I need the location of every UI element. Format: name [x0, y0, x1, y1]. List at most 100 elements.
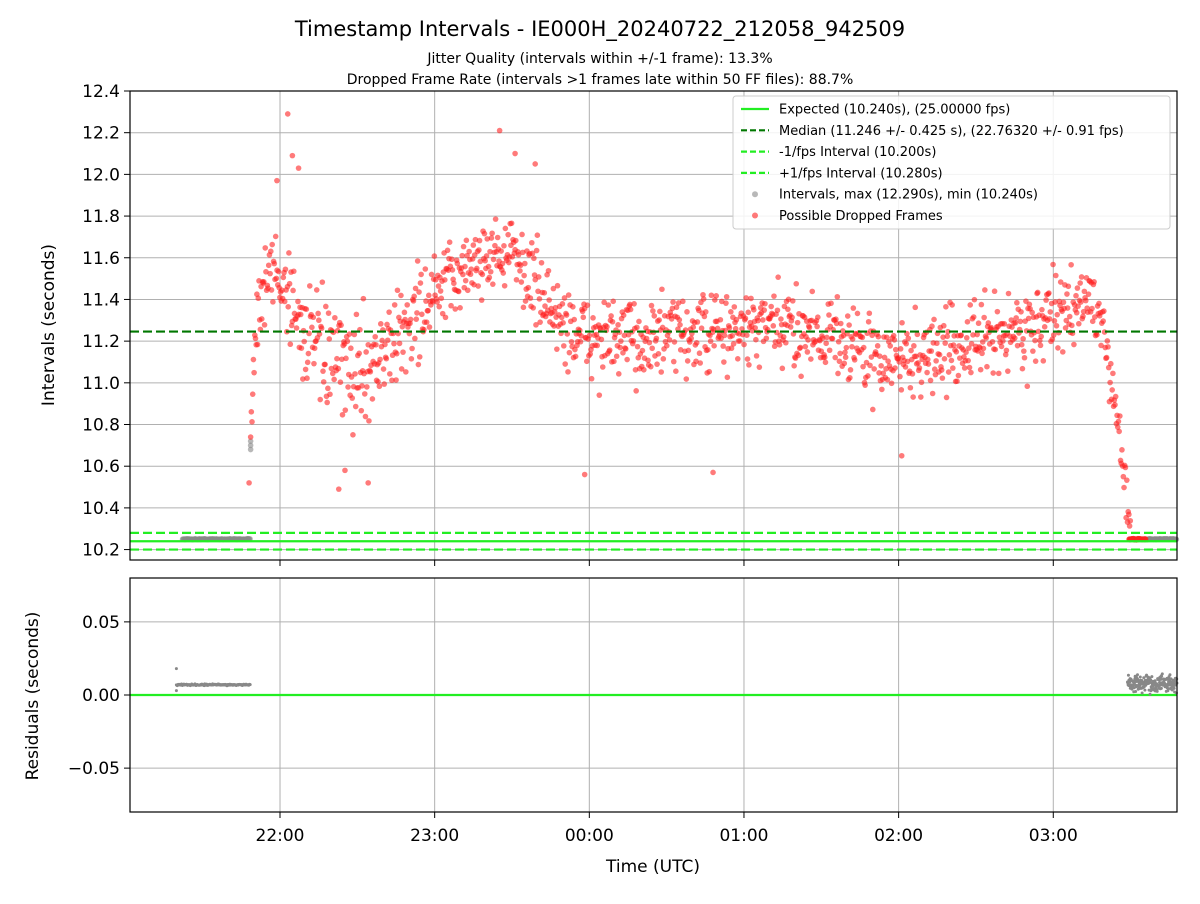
dropped-frame-point — [432, 276, 439, 283]
dropped-frame-point — [313, 287, 320, 293]
dropped-frame-point — [779, 365, 786, 372]
dropped-frame-point — [1066, 313, 1073, 320]
dropped-frame-point — [401, 309, 408, 316]
dropped-frame-point — [1077, 280, 1083, 286]
dropped-frame-point — [789, 298, 796, 304]
dropped-frame-point — [1064, 291, 1070, 297]
dropped-frame-point — [295, 165, 302, 171]
intervals-y-tick-label: 11.4 — [82, 290, 120, 310]
dropped-frame-point — [345, 384, 351, 390]
legend-label: -1/fps Interval (10.200s) — [779, 145, 936, 160]
dropped-frame-point — [398, 366, 405, 372]
dropped-frame-point — [1069, 322, 1075, 329]
dropped-frame-point — [860, 344, 867, 351]
dropped-frame-point — [721, 359, 727, 365]
dropped-frame-point — [565, 292, 572, 298]
dropped-frame-point — [670, 299, 676, 305]
dropped-frame-point — [437, 288, 444, 294]
dropped-frame-point — [489, 230, 495, 237]
dropped-frame-point — [542, 303, 548, 309]
dropped-frame-point — [436, 303, 443, 310]
dropped-frame-point — [268, 287, 275, 293]
dropped-frame-point — [750, 307, 757, 313]
dropped-frame-point — [416, 354, 423, 360]
dropped-frame-point — [587, 351, 594, 357]
residual-point — [1145, 673, 1149, 677]
dropped-frame-point — [522, 298, 529, 304]
dropped-frame-point — [780, 334, 787, 340]
dropped-frame-point — [940, 334, 946, 340]
dropped-frame-point — [389, 377, 395, 384]
dropped-frame-point — [528, 239, 535, 246]
dropped-frame-point — [609, 318, 616, 325]
dropped-frame-point — [710, 326, 717, 332]
dropped-frame-point — [929, 390, 936, 397]
dropped-frame-point — [376, 383, 383, 390]
dropped-frame-point — [815, 314, 821, 321]
residual-point — [1159, 686, 1163, 690]
residuals-y-tick-label: 0.00 — [82, 686, 120, 706]
dropped-frame-point — [1060, 299, 1067, 306]
dropped-frame-point — [1071, 341, 1077, 348]
dropped-frame-point — [262, 245, 269, 251]
dropped-frame-point — [946, 352, 953, 358]
dropped-frame-point — [902, 364, 909, 370]
dropped-frame-point — [734, 356, 741, 362]
dropped-frame-point — [537, 319, 543, 325]
residual-point — [1160, 674, 1164, 678]
dropped-frame-point — [881, 354, 888, 361]
dropped-frame-point — [506, 259, 512, 266]
dropped-frame-point — [532, 161, 538, 167]
dropped-frame-point — [964, 319, 971, 325]
dropped-frame-point — [1112, 402, 1118, 408]
residual-point — [1138, 675, 1142, 679]
dropped-frame-point — [515, 251, 522, 258]
dropped-frame-point — [271, 260, 278, 267]
dropped-frame-point — [561, 343, 567, 349]
dropped-frame-point — [611, 358, 617, 365]
dropped-frame-point — [452, 306, 459, 312]
dropped-frame-point — [348, 345, 354, 352]
dropped-frame-point — [263, 268, 269, 275]
dropped-frame-point — [847, 367, 854, 373]
dropped-frame-point — [613, 353, 620, 360]
dropped-frame-point — [842, 354, 849, 361]
residual-point — [1168, 673, 1172, 677]
dropped-frame-point — [610, 298, 617, 305]
dropped-frame-point — [302, 366, 309, 373]
dropped-frame-point — [268, 248, 274, 255]
dropped-frame-point — [1021, 348, 1027, 354]
dropped-frame-point — [617, 344, 623, 351]
dropped-frame-point — [624, 356, 630, 363]
dropped-frame-point — [912, 304, 919, 311]
dropped-frame-point — [559, 301, 566, 307]
dropped-frame-point — [865, 318, 872, 325]
dropped-frame-point — [487, 248, 493, 255]
dropped-frame-point — [502, 225, 509, 232]
dropped-frame-point — [521, 272, 527, 279]
dropped-frame-point — [522, 260, 528, 267]
dropped-frame-point — [860, 363, 866, 370]
dropped-frame-point — [1051, 318, 1058, 324]
dropped-frame-point — [634, 324, 640, 331]
dropped-frame-point — [320, 379, 327, 385]
dropped-frame-point — [282, 266, 289, 273]
dropped-frame-point — [697, 360, 704, 366]
dropped-frame-point — [731, 304, 738, 310]
dropped-frame-point — [441, 277, 448, 283]
dropped-frame-point — [995, 370, 1002, 377]
dropped-frame-point — [267, 270, 273, 277]
dropped-frame-point — [588, 375, 595, 382]
dropped-frame-point — [250, 356, 257, 363]
dropped-frame-point — [251, 369, 257, 376]
dropped-frame-point — [979, 350, 985, 357]
dropped-frame-point — [797, 344, 804, 351]
dropped-frame-point — [1032, 337, 1038, 344]
dropped-frame-point — [327, 391, 333, 398]
dropped-frame-point — [311, 345, 318, 352]
dropped-frame-point — [724, 374, 731, 381]
dropped-frame-point — [753, 336, 759, 343]
dropped-frame-point — [446, 239, 453, 245]
legend-label: +1/fps Interval (10.280s) — [779, 166, 943, 181]
dropped-frame-point — [520, 304, 527, 311]
